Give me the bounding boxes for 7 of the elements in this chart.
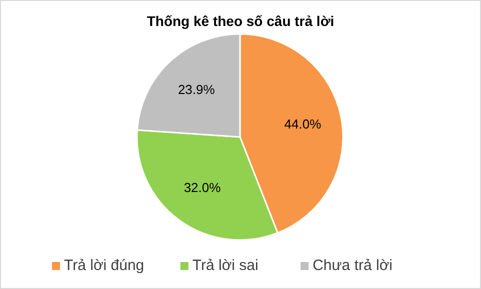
legend-label: Trả lời đúng	[64, 256, 144, 274]
chart-title: Thống kê theo số câu trả lời	[146, 13, 334, 29]
legend-label: Trả lời sai	[192, 256, 258, 274]
data-label: 32.0%	[184, 180, 222, 195]
data-label: 23.9%	[178, 82, 216, 97]
legend-label: Chưa trả lời	[312, 256, 393, 274]
data-label: 44.0%	[284, 116, 322, 132]
